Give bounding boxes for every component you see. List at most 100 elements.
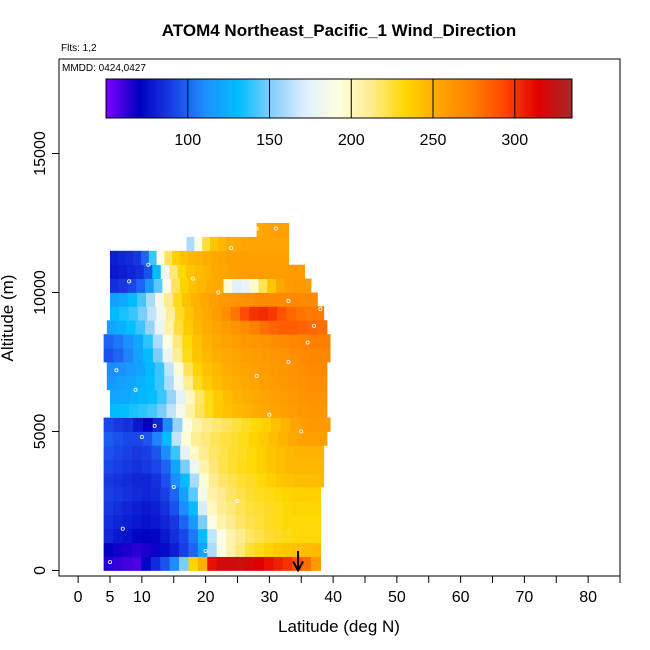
heatmap-cell [125, 250, 134, 266]
heatmap-cell [317, 375, 328, 391]
heatmap-cell [221, 334, 233, 349]
heatmap-cell [122, 459, 133, 474]
heatmap-cell [160, 500, 171, 516]
heatmap-cell [266, 473, 277, 488]
heatmap-cell [110, 403, 121, 418]
heatmap-cell [218, 459, 229, 474]
heatmap-cell [131, 514, 142, 530]
heatmap-cell [103, 459, 114, 474]
heatmap-cell [282, 514, 293, 530]
heatmap-cell [254, 556, 265, 571]
y-axis-label: Altitude (m) [0, 275, 17, 362]
heatmap-cell [231, 375, 242, 391]
heatmap-cell [157, 403, 168, 418]
heatmap-cell [235, 528, 246, 544]
heatmap-cell [132, 445, 143, 460]
heatmap-cell [183, 320, 194, 335]
heatmap-cell [199, 459, 210, 474]
flight-point [305, 340, 310, 345]
flight-point [267, 412, 272, 417]
x-tick-label: 50 [388, 589, 406, 606]
heatmap-cell [122, 514, 133, 530]
heatmap-cell [170, 473, 181, 488]
heatmap-cell [195, 250, 204, 266]
heatmap-cell [156, 306, 167, 321]
heatmap-cell [218, 473, 229, 488]
heatmap-cell [250, 320, 261, 335]
heatmap-cell [261, 334, 272, 349]
heatmap-cell [263, 528, 274, 544]
heatmap-cell [307, 320, 318, 335]
heatmap-cell [166, 403, 177, 418]
y-tick-label: 10000 [32, 270, 49, 315]
heatmap-cell [161, 459, 172, 474]
heatmap-cell [128, 292, 138, 307]
heatmap-cell [247, 459, 258, 474]
heatmap-cell [179, 487, 190, 502]
heatmap-cell [298, 403, 309, 418]
heatmap-cell [290, 334, 302, 349]
heatmap-cell [270, 264, 280, 279]
heatmap-cell [152, 431, 163, 446]
heatmap-cell [282, 222, 290, 238]
heatmap-cell [103, 500, 114, 516]
heatmap-cell [135, 264, 145, 279]
heatmap-cell [204, 389, 215, 405]
x-tick-label: 80 [579, 589, 597, 606]
heatmap-cell [200, 431, 211, 446]
heatmap-cell [307, 431, 318, 446]
heatmap-cell [285, 445, 296, 460]
heatmap-cell [207, 487, 218, 502]
heatmap-cell [273, 542, 284, 557]
heatmap-cell [210, 431, 221, 446]
heatmap-cell [152, 264, 162, 279]
heatmap-cell [148, 250, 158, 266]
heatmap-cell [172, 250, 181, 266]
heatmap-cell [261, 348, 272, 363]
heatmap-cell [209, 292, 219, 307]
heatmap-cell [244, 556, 256, 571]
heatmap-cell [131, 542, 142, 557]
flight-point [311, 323, 316, 328]
heatmap-cell [164, 320, 175, 335]
flight-point [254, 226, 259, 231]
heatmap-cell [141, 542, 152, 557]
heatmap-cell [126, 264, 136, 279]
heatmap-cell [204, 403, 215, 418]
heatmap-cell [197, 542, 208, 557]
heatmap-cell [256, 222, 264, 238]
heatmap-cell [122, 556, 133, 571]
heatmap-cell [169, 556, 180, 571]
heatmap-cell [150, 487, 161, 502]
heatmap-cell [138, 389, 149, 405]
heatmap-cell [223, 403, 234, 418]
flight-point [235, 498, 240, 503]
heatmap-cell [278, 361, 290, 377]
heatmap-cell [192, 417, 203, 432]
heatmap-cell [266, 459, 277, 474]
heatmap-cell [169, 487, 180, 502]
heatmap-cell [244, 487, 256, 502]
heatmap-cell [265, 250, 274, 266]
heatmap-cell [226, 250, 235, 266]
heatmap-cell [189, 445, 200, 460]
heatmap-cell [207, 514, 218, 530]
heatmap-cell [188, 487, 199, 502]
heatmap-cell [122, 473, 133, 488]
heatmap-cell [157, 389, 168, 405]
heatmap-cell [273, 500, 284, 516]
heatmap-cell [164, 361, 175, 377]
heatmap-cell [131, 487, 142, 502]
flight-point [120, 526, 125, 531]
heatmap-cell [300, 334, 311, 349]
heatmap-cell [197, 500, 208, 516]
heatmap-cell [269, 361, 280, 377]
heatmap-cell [110, 250, 119, 266]
heatmap-cell [141, 528, 152, 544]
heatmap-cell [106, 361, 117, 377]
chart-title: ATOM4 Northeast_Pacific_1 Wind_Direction [162, 21, 516, 40]
heatmap-cell [103, 348, 115, 363]
heatmap-cell [285, 473, 296, 488]
heatmap-cell [231, 320, 242, 335]
wind-arrow [292, 550, 304, 573]
